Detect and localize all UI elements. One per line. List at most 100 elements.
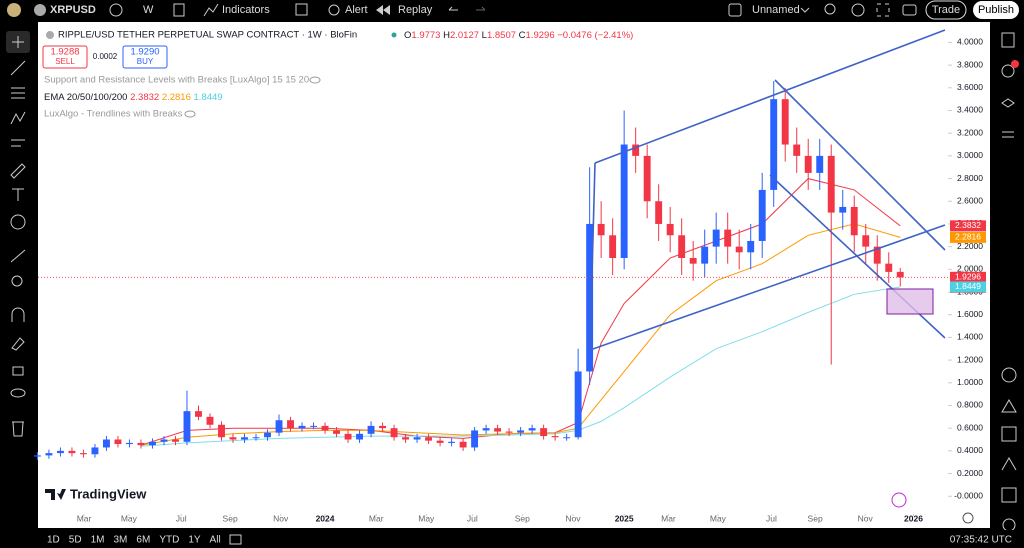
- settings[interactable]: [851, 3, 865, 17]
- candle-body: [448, 441, 456, 443]
- trade-button[interactable]: Trade: [932, 4, 960, 16]
- hide-tool[interactable]: [10, 388, 26, 398]
- target-box: [886, 288, 934, 315]
- range-button[interactable]: 3M: [114, 535, 128, 546]
- candle-body: [206, 416, 214, 425]
- price-label-bg: [950, 281, 986, 293]
- redo[interactable]: [476, 6, 486, 11]
- candle-body: [56, 450, 64, 454]
- candle-body: [839, 206, 847, 213]
- publish-button-bg[interactable]: [973, 1, 1019, 19]
- fullscreen[interactable]: [876, 3, 890, 17]
- templates[interactable]: [295, 3, 308, 16]
- y-tick-label: 3.6000: [957, 82, 983, 92]
- brush-tool[interactable]: [10, 163, 26, 179]
- buy-button-bg[interactable]: [122, 45, 168, 69]
- text-tool[interactable]: [12, 188, 24, 201]
- interval[interactable]: W: [143, 4, 154, 16]
- indicator-1-visibility[interactable]: [309, 76, 321, 84]
- layout-menu[interactable]: [800, 7, 810, 13]
- range-button[interactable]: 1Y: [188, 535, 201, 546]
- candle-body: [827, 155, 835, 213]
- icon-tool[interactable]: [10, 214, 26, 230]
- legend-ohlc: O1.9773 H2.0127 L1.8507 C1.9296 −0.0476 …: [404, 30, 633, 41]
- candle-body: [45, 453, 53, 456]
- pattern-tool[interactable]: [10, 111, 26, 125]
- publish-button[interactable]: Publish: [978, 4, 1014, 16]
- magnet-tool[interactable]: [11, 307, 25, 322]
- sell-price[interactable]: 1.9288: [50, 47, 79, 58]
- candle-body: [229, 437, 237, 440]
- delete-tool[interactable]: [12, 421, 24, 437]
- ohlc-value: 2.0127: [450, 30, 479, 41]
- candle-body: [413, 437, 421, 440]
- layout-name[interactable]: Unnamed: [752, 4, 800, 16]
- candle-body: [160, 439, 168, 442]
- x-tick-label: 2024: [316, 513, 335, 523]
- range-button[interactable]: 5D: [69, 535, 82, 546]
- lock-tool[interactable]: [12, 366, 24, 376]
- x-tick-label: May: [710, 513, 727, 523]
- sell-button-bg[interactable]: [42, 45, 88, 69]
- price-label: 2.2816: [955, 232, 981, 242]
- candle-body: [298, 425, 306, 429]
- pine[interactable]: [1001, 399, 1017, 413]
- candle-body: [804, 155, 812, 173]
- buy-price[interactable]: 1.9290: [130, 47, 159, 58]
- axis-settings[interactable]: [962, 512, 974, 524]
- ideas[interactable]: [1001, 457, 1017, 471]
- indicator-3-visibility[interactable]: [184, 110, 196, 118]
- candle-body: [885, 263, 893, 272]
- price-label: 1.8449: [955, 281, 981, 291]
- alert-button[interactable]: Alert: [345, 4, 368, 16]
- x-tick-label: Mar: [77, 513, 92, 523]
- candle-body: [126, 442, 133, 445]
- goto-date[interactable]: [229, 534, 242, 545]
- brand-logo: [45, 489, 66, 500]
- data-window[interactable]: [1001, 98, 1015, 108]
- lock-drawing-tool[interactable]: [11, 337, 25, 351]
- symbol[interactable]: XRPUSD: [50, 4, 96, 16]
- left-toolbar: [6, 31, 30, 437]
- chart-type[interactable]: [173, 3, 185, 17]
- candle-body: [724, 229, 732, 247]
- sell-label[interactable]: SELL: [55, 57, 75, 66]
- watchlist[interactable]: [1001, 32, 1015, 48]
- trade-button-bg[interactable]: [925, 0, 967, 20]
- notes[interactable]: [1001, 487, 1017, 503]
- snapshot[interactable]: [902, 4, 917, 16]
- y-tick-label: 1.0000: [957, 377, 983, 387]
- alerts[interactable]: [1001, 64, 1015, 78]
- screener[interactable]: [1001, 367, 1017, 383]
- news[interactable]: [1002, 131, 1014, 138]
- candle-body: [241, 437, 248, 440]
- price-label: 1.9296: [955, 272, 981, 282]
- replay-button[interactable]: Replay: [398, 4, 433, 16]
- avatar[interactable]: [7, 3, 21, 17]
- indicators-button[interactable]: Indicators: [222, 4, 270, 16]
- candle-body: [781, 99, 789, 145]
- undo[interactable]: [448, 6, 458, 11]
- spread: 0.0002: [93, 52, 118, 61]
- zoom-tool[interactable]: [11, 275, 23, 287]
- calendar[interactable]: [1001, 426, 1017, 442]
- x-tick-label: Mar: [661, 513, 676, 523]
- candle-body: [678, 235, 686, 258]
- candle-body: [505, 431, 513, 433]
- channel-upper: [594, 29, 946, 164]
- add-symbol[interactable]: [109, 3, 123, 17]
- forecast-tool[interactable]: [11, 139, 25, 147]
- range-button[interactable]: 6M: [136, 535, 150, 546]
- range-button[interactable]: All: [210, 535, 221, 546]
- buy-label[interactable]: BUY: [137, 57, 154, 66]
- range-button[interactable]: 1D: [47, 535, 60, 546]
- measure-tool[interactable]: [10, 249, 26, 263]
- crosshair-tool[interactable]: [12, 36, 24, 48]
- candle-body: [367, 425, 375, 434]
- trendline-tool[interactable]: [10, 60, 26, 76]
- search[interactable]: [824, 3, 836, 15]
- ideas-icon[interactable]: [891, 492, 907, 508]
- range-button[interactable]: 1M: [91, 535, 105, 546]
- fib-tool[interactable]: [11, 87, 25, 99]
- range-button[interactable]: YTD: [159, 535, 179, 546]
